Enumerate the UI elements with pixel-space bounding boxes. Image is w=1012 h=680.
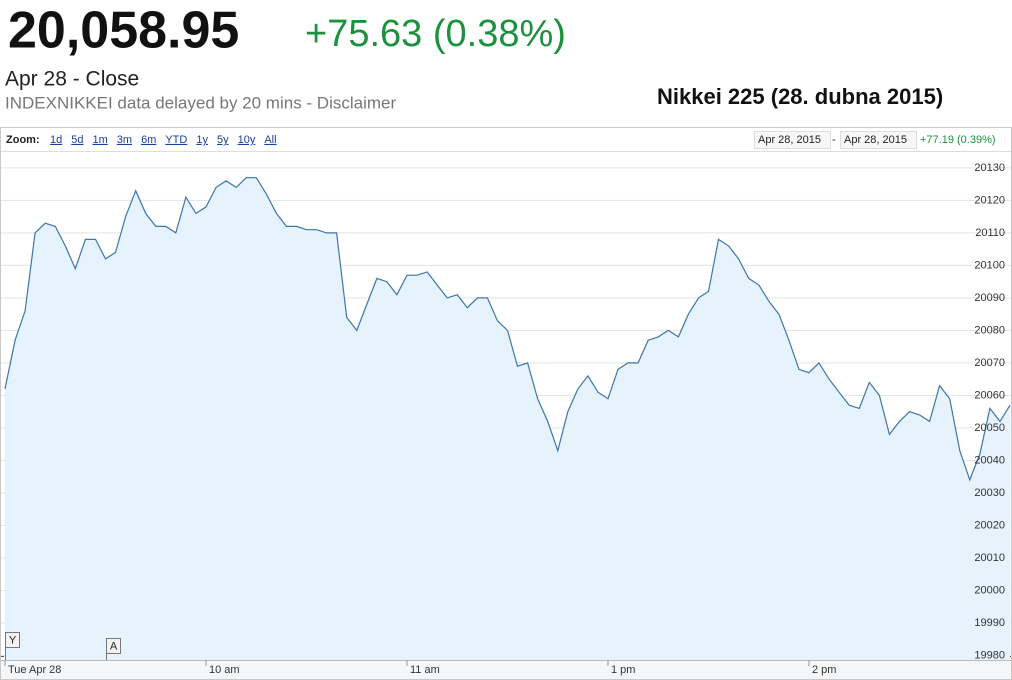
zoom-option[interactable]: 5y <box>217 134 229 146</box>
range-end-box <box>840 131 917 149</box>
plot: 19980 19990 20000 20010 20020 20030 20040 20050… <box>1 162 1011 676</box>
y-tick-label: 20090 <box>974 292 1005 304</box>
y-tick-label: 20040 <box>974 454 1005 466</box>
zoom-option[interactable]: 5d <box>71 134 83 146</box>
x-tick-label: 2 pm <box>812 664 836 676</box>
zoom-option[interactable]: YTD <box>165 134 187 146</box>
x-tick-label: 10 am <box>209 664 240 676</box>
zoom-option[interactable]: 6m <box>141 134 156 146</box>
x-tick-label: 1 pm <box>611 664 635 676</box>
y-tick-label: 20020 <box>974 519 1005 531</box>
zoom-option[interactable]: All <box>264 134 276 146</box>
range-change: +77.19 (0.39%) <box>920 134 996 146</box>
area-fill <box>5 177 1010 660</box>
zoom-options: 1d 5d 1m 3m 6m YTD 1y 5y 10y All <box>50 134 277 146</box>
y-tick-label: 19990 <box>974 617 1005 629</box>
price: 20,058.95 <box>8 2 239 60</box>
news-flag-label[interactable]: A <box>110 640 118 652</box>
y-tick-label: 20030 <box>974 487 1005 499</box>
y-tick-label: 20130 <box>974 162 1005 174</box>
y-tick-label: 20060 <box>974 389 1005 401</box>
news-flag[interactable] <box>106 638 121 654</box>
range-start[interactable]: Apr 28, 2015 <box>758 134 821 146</box>
x-axis-band <box>1 660 1011 679</box>
range-separator: - <box>832 134 836 146</box>
x-tick-label: Tue Apr 28 <box>8 664 61 676</box>
y-tick-label: 20080 <box>974 324 1005 336</box>
y-tick-label: 20070 <box>974 357 1005 369</box>
zoom-option[interactable]: 10y <box>238 134 256 146</box>
zoom-label: Zoom: <box>6 134 40 146</box>
zoom-option[interactable]: 1d <box>50 134 62 146</box>
range-end[interactable]: Apr 28, 2015 <box>844 134 907 146</box>
y-tick-label: 20000 <box>974 584 1005 596</box>
range-start-box <box>754 131 831 149</box>
y-tick-label: 20010 <box>974 552 1005 564</box>
y-tick-label: 20050 <box>974 422 1005 434</box>
x-tick-label: 11 am <box>410 664 440 676</box>
y-tick-label: 20110 <box>975 227 1005 239</box>
news-flag-label[interactable]: Y <box>9 634 17 646</box>
price-change: +75.63 (0.38%) <box>305 13 566 55</box>
zoom-option[interactable]: 3m <box>117 134 132 146</box>
zoom-option[interactable]: 1y <box>196 134 208 146</box>
zoom-option[interactable]: 1m <box>93 134 108 146</box>
y-tick-label: 20120 <box>974 194 1005 206</box>
y-tick-label: 19980 <box>974 649 1005 661</box>
y-tick-label: 20100 <box>974 259 1005 271</box>
price-line <box>4 177 1011 482</box>
news-flag[interactable] <box>5 632 20 648</box>
close-date: Apr 28 - Close <box>5 68 139 91</box>
caption: Nikkei 225 (28. dubna 2015) <box>657 84 943 109</box>
source-note: INDEXNIKKEI data delayed by 20 mins - Di… <box>5 93 396 112</box>
